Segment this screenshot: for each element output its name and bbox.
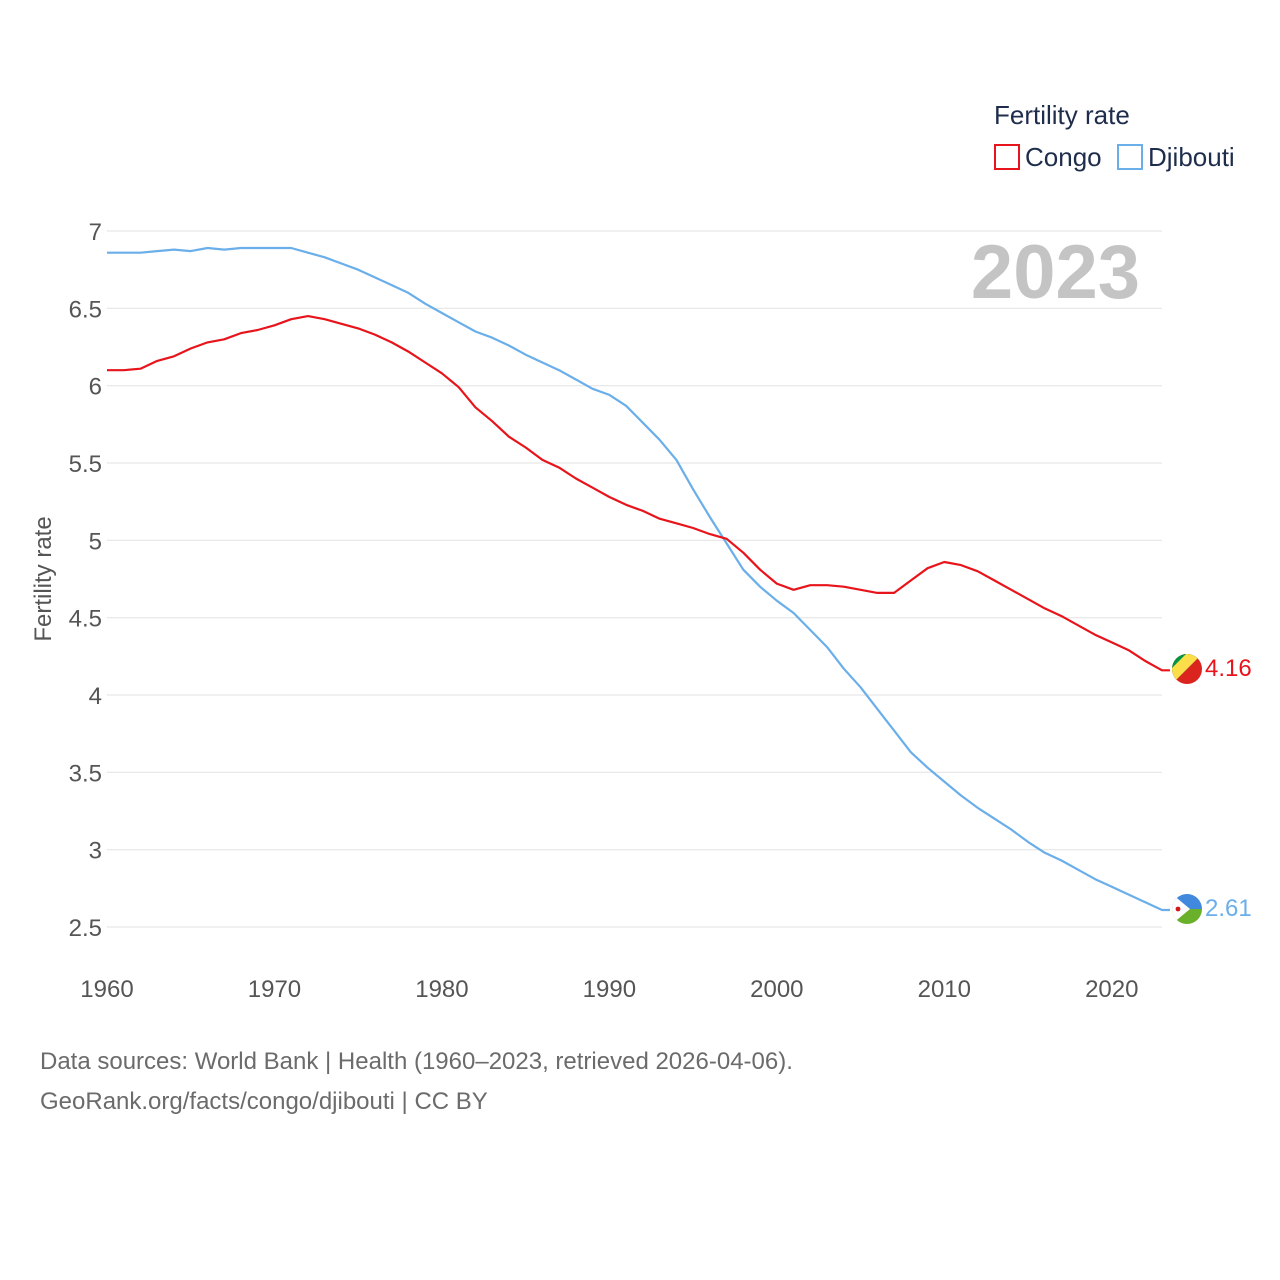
x-tick-label: 1970	[248, 976, 301, 1003]
x-tick-label: 2000	[750, 976, 803, 1003]
legend-item-djibouti[interactable]: Djibouti	[1117, 142, 1235, 172]
legend-label-congo: Congo	[1025, 142, 1102, 172]
end-value-label-djibouti: 2.61	[1205, 895, 1252, 922]
y-tick-label: 6	[89, 374, 102, 401]
legend-item-congo[interactable]: Congo	[994, 142, 1102, 172]
y-tick-label: 3.5	[69, 760, 102, 787]
series-line-congo[interactable]	[107, 315, 1170, 672]
y-tick-label: 7	[89, 219, 102, 246]
y-axis-ticks: 2.5 3 3.5 4 4.5 5 5.5 6 6.5 7	[69, 219, 102, 942]
y-tick-label: 2.5	[69, 915, 102, 942]
year-watermark: 2023	[971, 230, 1140, 315]
y-tick-label: 6.5	[69, 296, 102, 323]
y-axis-label: Fertility rate	[30, 516, 57, 641]
source-footer: Data sources: World Bank | Health (1960–…	[40, 1042, 793, 1122]
y-tick-label: 4	[89, 683, 102, 710]
x-tick-label: 1980	[415, 976, 468, 1003]
y-tick-label: 5	[89, 528, 102, 555]
legend-title: Fertility rate	[994, 100, 1130, 130]
y-tick-label: 5.5	[69, 451, 102, 478]
legend-label-djibouti: Djibouti	[1148, 142, 1235, 172]
x-axis-ticks: 1960 1970 1980 1990 2000 2010 2020	[80, 976, 1138, 1003]
credit-line: GeoRank.org/facts/congo/djibouti | CC BY	[40, 1088, 488, 1115]
end-value-label-congo: 4.16	[1205, 655, 1252, 682]
y-tick-label: 3	[89, 838, 102, 865]
x-tick-label: 2020	[1085, 976, 1138, 1003]
x-tick-label: 2010	[918, 976, 971, 1003]
legend-swatch-congo	[994, 144, 1020, 170]
gridlines	[107, 230, 1162, 928]
source-line: Data sources: World Bank | Health (1960–…	[40, 1048, 793, 1075]
legend-swatch-djibouti	[1117, 144, 1143, 170]
congo-flag-icon	[1172, 654, 1202, 684]
y-tick-label: 4.5	[69, 606, 102, 633]
series-line-djibouti[interactable]	[107, 246, 1170, 912]
x-tick-label: 1960	[80, 976, 133, 1003]
x-tick-label: 1990	[583, 976, 636, 1003]
djibouti-flag-icon	[1172, 894, 1202, 924]
